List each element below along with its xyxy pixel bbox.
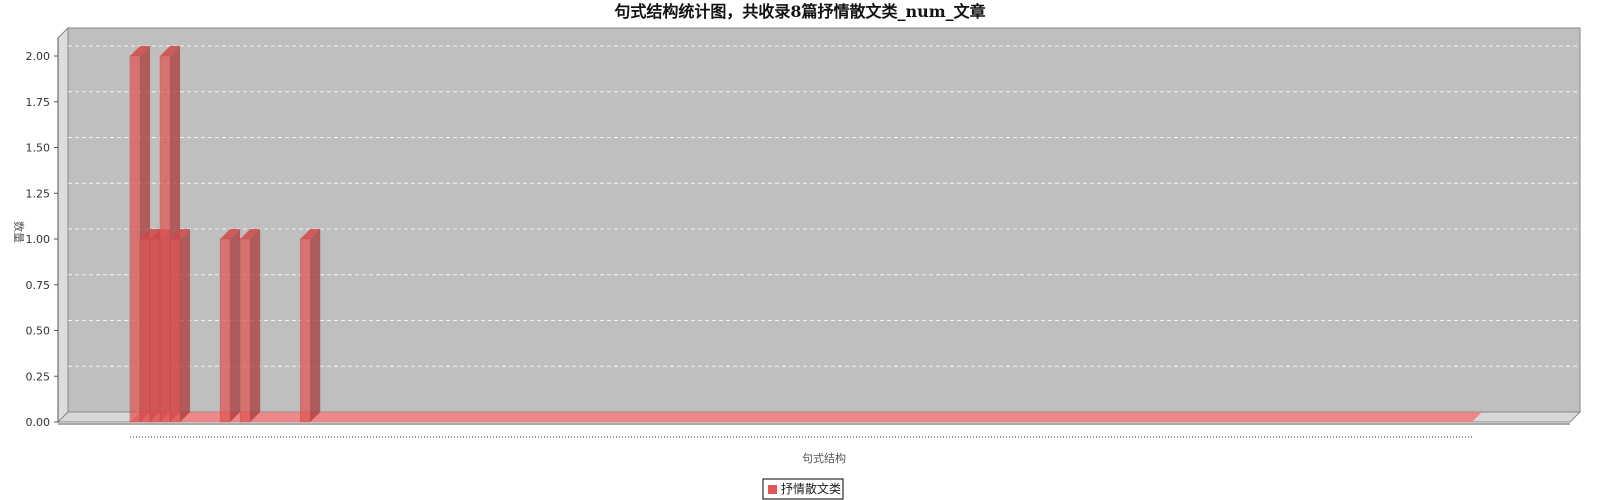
bar-top xyxy=(220,229,241,239)
bar-front xyxy=(219,238,231,423)
chart-title: 句式结构统计图，共收录8篇抒情散文类_num_文章 xyxy=(614,2,985,21)
y-tick-label: 0.50 xyxy=(26,325,51,338)
zero-bars-strip xyxy=(130,412,1482,422)
gridlines xyxy=(68,45,1580,367)
legend-box xyxy=(762,478,844,500)
bar-front xyxy=(300,238,311,423)
bar-top xyxy=(130,46,150,56)
bar-side xyxy=(250,229,261,422)
bar-top xyxy=(170,229,191,239)
bar-front xyxy=(139,238,151,423)
bar-side xyxy=(230,229,241,422)
bar xyxy=(300,229,321,423)
legend-swatch xyxy=(768,485,777,494)
bar-top xyxy=(140,229,161,239)
legend: 抒情散文类 xyxy=(762,478,844,500)
y-tick-label: 0.25 xyxy=(26,370,51,383)
plot-background xyxy=(67,27,1581,413)
bar-top xyxy=(240,229,261,239)
bar-front xyxy=(129,55,141,423)
y-tick-label: 1.50 xyxy=(26,142,51,155)
bar-top xyxy=(300,229,321,239)
y-tick-label: 0.75 xyxy=(26,279,51,292)
bar-top xyxy=(160,46,181,56)
y-tick-label: 1.75 xyxy=(26,96,51,109)
bar xyxy=(169,229,191,423)
y-axis: 0.00 0.25 0.50 0.75 1.00 1.25 1.50 1.75 2.00 xyxy=(26,38,59,429)
x-axis xyxy=(58,423,1570,438)
bar xyxy=(219,229,241,423)
y-tick-label: 1.25 xyxy=(26,187,51,200)
legend-label: 抒情散文类 xyxy=(781,481,841,496)
y-tick-label: 2.00 xyxy=(26,50,51,63)
y-tick-label: 1.00 xyxy=(26,233,51,246)
y-axis-label: 数量 xyxy=(12,221,25,243)
bar-front xyxy=(169,238,181,423)
bar-front xyxy=(159,55,171,423)
bars xyxy=(129,46,1482,423)
bar xyxy=(239,229,261,423)
bar-side xyxy=(310,229,321,422)
bar-front xyxy=(239,238,251,423)
y-tick-label: 0.00 xyxy=(26,416,51,429)
plot-left-wall xyxy=(57,26,69,424)
bar-side xyxy=(180,229,191,422)
x-axis-label: 句式结构 xyxy=(802,451,846,465)
bar-front xyxy=(149,238,161,423)
